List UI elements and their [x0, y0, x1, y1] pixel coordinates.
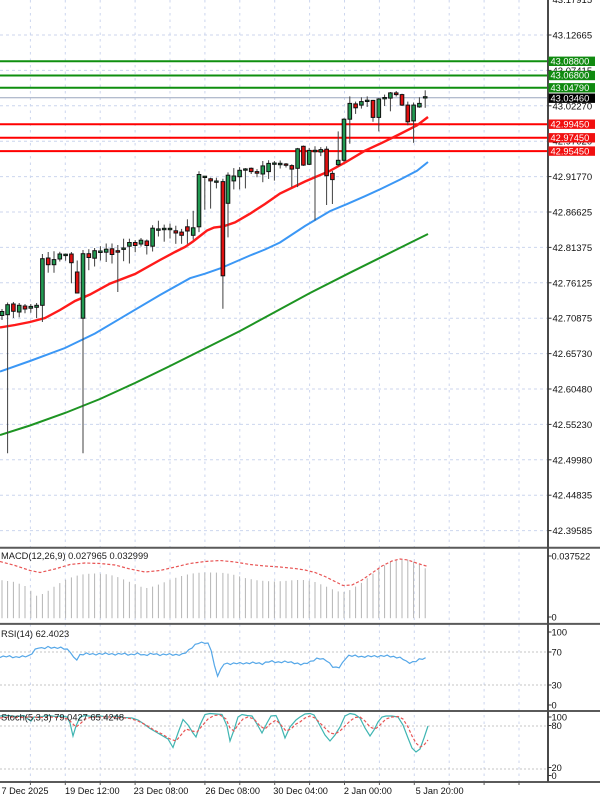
- svg-text:42.44835: 42.44835: [553, 491, 593, 502]
- svg-text:0: 0: [552, 612, 557, 622]
- svg-text:70: 70: [552, 647, 562, 657]
- svg-text:43.17915: 43.17915: [553, 0, 593, 6]
- svg-text:19 Dec 12:00: 19 Dec 12:00: [65, 786, 120, 796]
- svg-text:0.037522: 0.037522: [552, 551, 591, 561]
- svg-text:MACD(12,26,9) 0.027965 0.03299: MACD(12,26,9) 0.027965 0.032999: [1, 551, 148, 561]
- svg-text:42.91770: 42.91770: [553, 172, 593, 183]
- svg-text:42.81375: 42.81375: [553, 243, 593, 254]
- svg-text:30: 30: [552, 680, 562, 690]
- svg-text:42.76125: 42.76125: [553, 278, 593, 289]
- svg-text:43.08800: 43.08800: [551, 57, 590, 67]
- svg-text:20: 20: [552, 763, 562, 773]
- svg-text:43.02270: 43.02270: [553, 101, 593, 112]
- svg-text:43.12665: 43.12665: [553, 31, 593, 42]
- svg-text:80: 80: [552, 721, 562, 731]
- svg-text:26 Dec 08:00: 26 Dec 08:00: [205, 786, 260, 796]
- svg-text:42.99450: 42.99450: [551, 119, 590, 129]
- svg-text:43.06800: 43.06800: [551, 71, 590, 81]
- svg-text:42.97450: 42.97450: [551, 133, 590, 143]
- svg-text:RSI(14) 62.4023: RSI(14) 62.4023: [1, 629, 69, 639]
- svg-text:42.65730: 42.65730: [553, 349, 593, 360]
- svg-text:42.70875: 42.70875: [553, 314, 593, 325]
- svg-text:42.39585: 42.39585: [553, 526, 593, 537]
- svg-text:42.86625: 42.86625: [553, 208, 593, 219]
- svg-text:0: 0: [552, 771, 557, 781]
- svg-text:100: 100: [552, 712, 568, 722]
- svg-text:42.49980: 42.49980: [553, 455, 593, 466]
- svg-text:0: 0: [552, 700, 557, 710]
- svg-text:42.95450: 42.95450: [551, 146, 590, 156]
- svg-text:100: 100: [552, 627, 568, 637]
- svg-text:30 Dec 04:00: 30 Dec 04:00: [273, 786, 328, 796]
- svg-text:2 Jan 00:00: 2 Jan 00:00: [344, 786, 392, 796]
- svg-text:Stoch(5,3,3) 79.0427 65.4248: Stoch(5,3,3) 79.0427 65.4248: [1, 713, 124, 723]
- svg-text:42.60480: 42.60480: [553, 385, 593, 396]
- svg-text:23 Dec 08:00: 23 Dec 08:00: [134, 786, 189, 796]
- svg-text:42.55230: 42.55230: [553, 420, 593, 431]
- svg-text:43.04790: 43.04790: [551, 83, 590, 93]
- svg-text:5 Jan 20:00: 5 Jan 20:00: [416, 786, 464, 796]
- svg-text:43.03460: 43.03460: [551, 93, 590, 103]
- svg-text:7 Dec 2025: 7 Dec 2025: [2, 786, 49, 796]
